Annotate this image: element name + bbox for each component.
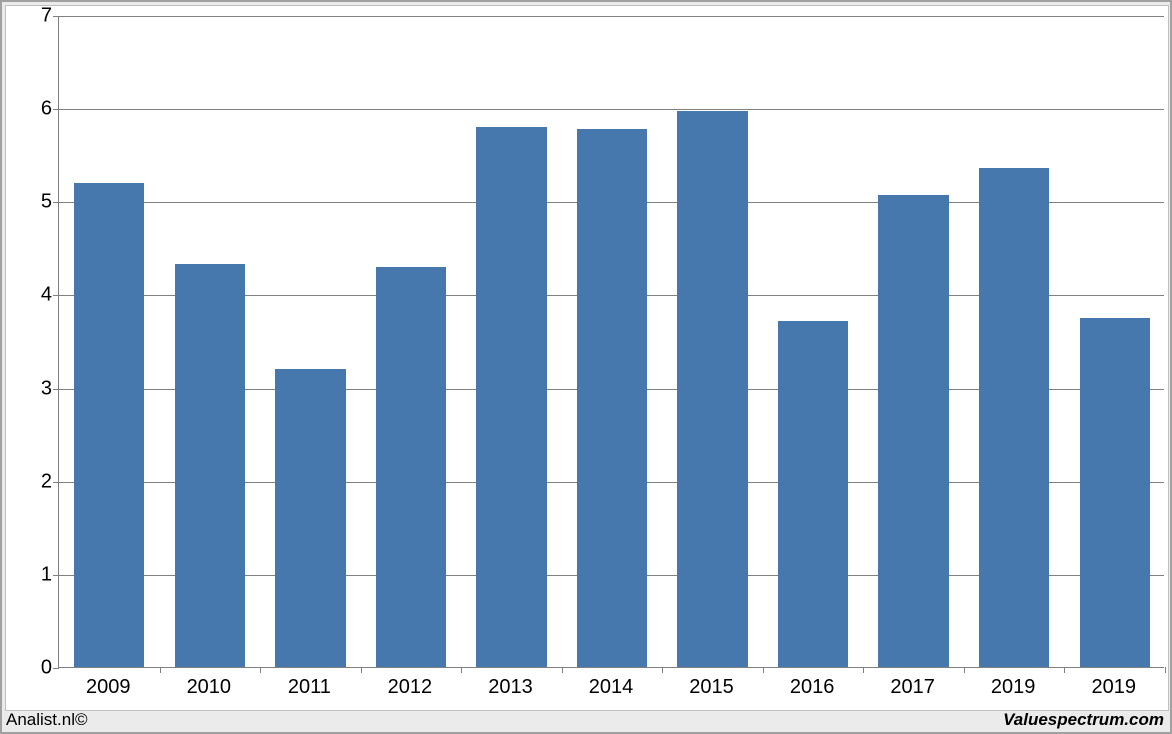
y-tick-label: 6 xyxy=(12,98,52,121)
y-tick-mark xyxy=(53,575,59,576)
y-tick-mark xyxy=(53,109,59,110)
y-tick-label: 3 xyxy=(12,377,52,400)
bar xyxy=(778,321,848,667)
x-tick-mark xyxy=(763,667,764,673)
x-tick-mark xyxy=(1165,667,1166,673)
bar xyxy=(979,168,1049,667)
x-tick-label: 2010 xyxy=(187,676,232,699)
x-tick-mark xyxy=(1064,667,1065,673)
x-tick-label: 2014 xyxy=(589,676,634,699)
y-tick-mark xyxy=(53,16,59,17)
y-tick-mark xyxy=(53,668,59,669)
y-tick-label: 4 xyxy=(12,284,52,307)
y-tick-mark xyxy=(53,202,59,203)
x-tick-label: 2013 xyxy=(488,676,533,699)
x-tick-label: 2011 xyxy=(288,676,331,699)
x-tick-mark xyxy=(863,667,864,673)
x-tick-label: 2019 xyxy=(1091,676,1136,699)
y-tick-label: 2 xyxy=(12,470,52,493)
y-tick-label: 1 xyxy=(12,563,52,586)
x-tick-label: 2016 xyxy=(790,676,835,699)
x-tick-mark xyxy=(160,667,161,673)
x-tick-mark xyxy=(662,667,663,673)
chart-panel: 0 1 2 3 4 5 6 7 2009 2010 2011 2012 2013 2014 2015 201… xyxy=(5,5,1169,711)
bar xyxy=(1080,318,1150,667)
bar xyxy=(175,264,245,667)
x-tick-label: 2015 xyxy=(689,676,734,699)
x-tick-mark xyxy=(461,667,462,673)
x-tick-label: 2009 xyxy=(86,676,131,699)
plot-area xyxy=(58,16,1164,668)
x-tick-label: 2019 xyxy=(991,676,1036,699)
x-tick-mark xyxy=(562,667,563,673)
x-tick-mark xyxy=(361,667,362,673)
y-tick-mark xyxy=(53,295,59,296)
y-tick-mark xyxy=(53,482,59,483)
footer-left-credit: Analist.nl© xyxy=(6,710,88,730)
bar xyxy=(476,127,546,667)
y-tick-label: 5 xyxy=(12,191,52,214)
bar xyxy=(577,129,647,667)
y-tick-label: 7 xyxy=(12,5,52,28)
y-tick-label: 0 xyxy=(12,657,52,680)
x-tick-label: 2012 xyxy=(388,676,433,699)
bar xyxy=(275,369,345,667)
x-tick-label: 2017 xyxy=(890,676,935,699)
x-tick-mark xyxy=(260,667,261,673)
footer-right-credit: Valuespectrum.com xyxy=(1003,710,1164,730)
bar xyxy=(376,267,446,668)
bar xyxy=(878,195,948,667)
bar xyxy=(677,111,747,667)
y-tick-mark xyxy=(53,389,59,390)
gridline xyxy=(59,16,1164,17)
bar xyxy=(74,183,144,667)
gridline xyxy=(59,109,1164,110)
chart-frame: 0 1 2 3 4 5 6 7 2009 2010 2011 2012 2013 2014 2015 201… xyxy=(0,0,1172,734)
x-tick-mark xyxy=(964,667,965,673)
